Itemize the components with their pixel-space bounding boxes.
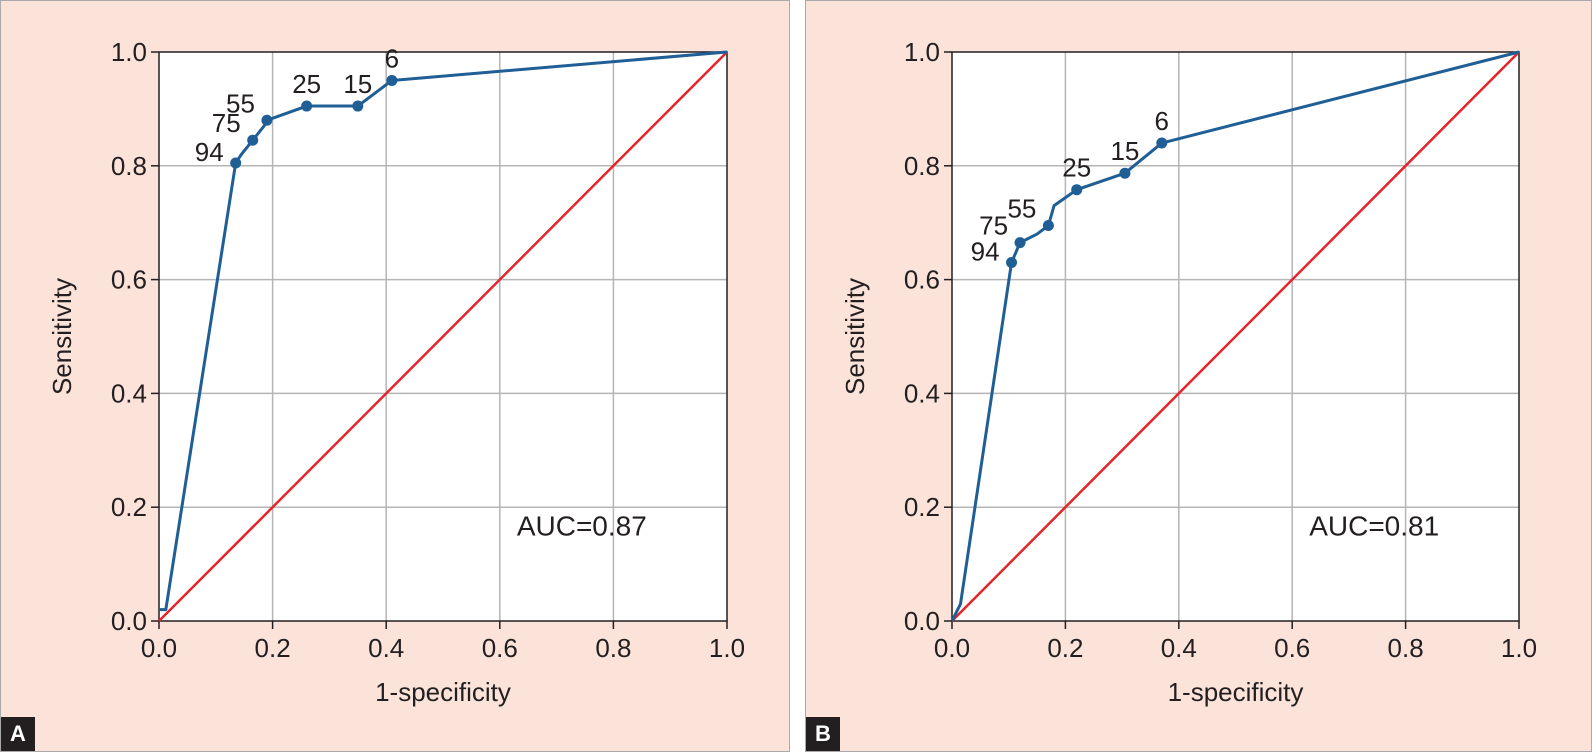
x-tick-label: 0.4 xyxy=(368,633,404,663)
roc-point xyxy=(352,100,364,112)
x-tick-label: 0.2 xyxy=(255,633,291,663)
y-tick-label: 0.0 xyxy=(111,606,147,636)
roc-point xyxy=(1042,220,1054,232)
roc-point-label: 15 xyxy=(343,69,372,99)
y-tick-label: 0.8 xyxy=(904,151,940,181)
y-tick-label: 0.0 xyxy=(904,606,940,636)
roc-point xyxy=(1071,184,1083,196)
x-axis-title: 1-specificity xyxy=(1168,677,1304,707)
panel-label-a: A xyxy=(1,717,35,751)
y-tick-label: 1.0 xyxy=(111,37,147,67)
roc-point-label: 55 xyxy=(1007,194,1036,224)
roc-point-label: 55 xyxy=(226,88,255,118)
roc-point xyxy=(1006,257,1018,269)
y-tick-label: 0.4 xyxy=(111,378,147,408)
roc-point-label: 75 xyxy=(979,211,1008,241)
roc-point-label: 75 xyxy=(212,108,241,138)
x-tick-label: 0.8 xyxy=(1388,633,1424,663)
roc-panel-b: 0.0 0.2 0.4 0.6 0.8 1.0 0.0 0.2 0.4 0.6 0.8 1.0 1-sp… xyxy=(805,0,1592,752)
y-tick-label: 0.6 xyxy=(111,265,147,295)
y-tick-label: 0.6 xyxy=(904,265,940,295)
y-tick-label: 0.8 xyxy=(111,151,147,181)
roc-point xyxy=(386,74,398,86)
roc-point-label: 6 xyxy=(385,43,399,73)
roc-point-label: 25 xyxy=(1062,153,1091,183)
x-tick-label: 0.0 xyxy=(141,633,177,663)
roc-chart-a: 0.0 0.2 0.4 0.6 0.8 1.0 0.0 0.2 0.4 0.6 0.8 1.0 1-sp… xyxy=(47,37,745,707)
panel-label-b: B xyxy=(806,717,840,751)
x-tick-label: 1.0 xyxy=(1501,633,1537,663)
plot-frame xyxy=(158,51,728,622)
y-tick-label: 0.2 xyxy=(904,492,940,522)
x-tick-label: 0.4 xyxy=(1161,633,1197,663)
y-axis-title: Sensitivity xyxy=(840,278,870,395)
auc-annotation: AUC=0.81 xyxy=(1309,511,1439,542)
roc-panel-a: 0.0 0.2 0.4 0.6 0.8 1.0 0.0 0.2 0.4 0.6 0.8 1.0 1-sp… xyxy=(0,0,790,752)
roc-chart-b: 0.0 0.2 0.4 0.6 0.8 1.0 0.0 0.2 0.4 0.6 0.8 1.0 1-sp… xyxy=(840,37,1537,707)
roc-curve xyxy=(159,50,728,612)
x-axis-title: 1-specificity xyxy=(375,677,511,707)
y-tick-label: 0.4 xyxy=(904,378,940,408)
roc-point xyxy=(261,114,273,126)
roc-point xyxy=(247,134,259,146)
x-tick-label: 0.8 xyxy=(595,633,631,663)
roc-point xyxy=(1156,137,1168,149)
y-tick-label: 1.0 xyxy=(904,37,940,67)
y-axis-title: Sensitivity xyxy=(47,278,77,395)
roc-point xyxy=(301,100,313,112)
reference-line xyxy=(951,51,1520,622)
y-tick-label: 0.2 xyxy=(111,492,147,522)
x-tick-label: 0.6 xyxy=(482,633,518,663)
reference-line xyxy=(158,51,728,622)
x-tick-label: 0.0 xyxy=(934,633,970,663)
auc-annotation: AUC=0.87 xyxy=(517,511,647,542)
roc-point-label: 94 xyxy=(195,137,224,167)
x-tick-label: 0.2 xyxy=(1047,633,1083,663)
roc-point-label: 25 xyxy=(292,69,321,99)
plot-frame xyxy=(951,51,1520,622)
x-tick-label: 0.6 xyxy=(1274,633,1310,663)
roc-point xyxy=(1014,237,1026,249)
roc-point xyxy=(1119,167,1131,179)
roc-point-label: 94 xyxy=(971,237,1000,267)
roc-point-label: 6 xyxy=(1155,106,1169,136)
x-tick-label: 1.0 xyxy=(709,633,745,663)
roc-point xyxy=(230,157,242,169)
roc-point-label: 15 xyxy=(1110,136,1139,166)
